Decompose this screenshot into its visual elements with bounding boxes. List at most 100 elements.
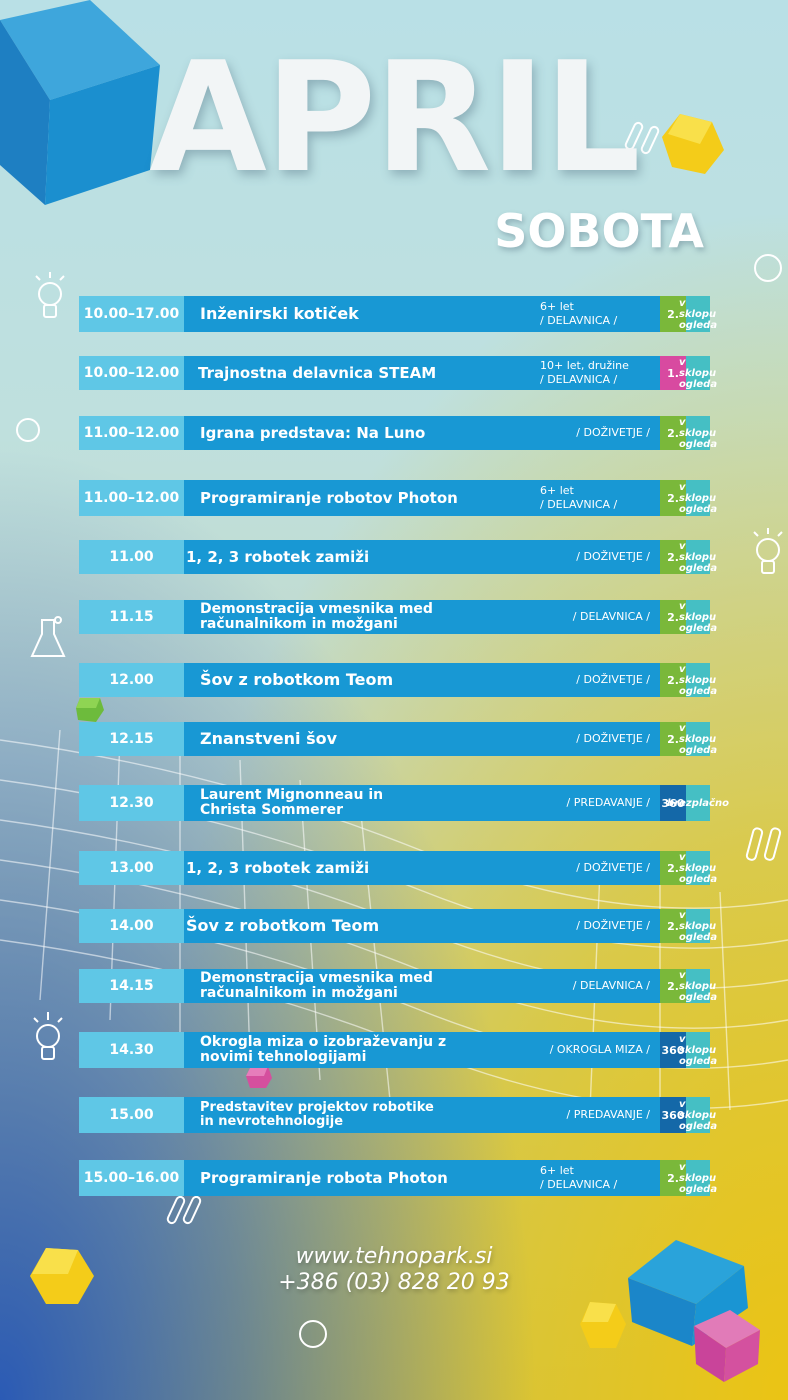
event-time: 11.00 <box>79 540 184 574</box>
floor-badge: 2. <box>660 600 686 634</box>
event-main-block: 1, 2, 3 robotek zamiži / DOŽIVETJE / <box>184 540 660 574</box>
test-tubes-icon <box>745 827 782 861</box>
floor-badge: 2. <box>660 909 686 943</box>
event-price: v sklopu ogleda <box>679 296 717 332</box>
event-price: v sklopu ogleda <box>679 969 717 1003</box>
event-category: / DELAVNICA / <box>540 1178 618 1191</box>
floor-badge: 360 <box>660 1097 686 1133</box>
event-category: / DELAVNICA / <box>540 498 618 511</box>
event-name: Demonstracija vmesnika med računalnikom … <box>200 601 433 632</box>
event-price: v sklopu ogleda <box>679 663 717 697</box>
event-category: / DOŽIVETJE / <box>576 550 650 563</box>
floor-badge: 2. <box>660 540 686 574</box>
event-name: 1, 2, 3 robotek zamiži <box>186 548 370 566</box>
floor-badge: 2. <box>660 722 686 756</box>
pink-cube-decoration <box>694 1310 760 1382</box>
event-age: 6+ let <box>540 300 574 313</box>
event-info: / PREDAVANJE / <box>540 1097 651 1133</box>
event-time: 14.30 <box>79 1032 184 1068</box>
event-info: 6+ let / DELAVNICA / <box>540 480 650 516</box>
light-bulb-icon <box>753 528 783 574</box>
floor-badge: 2. <box>660 969 686 1003</box>
event-name: Trajnostna delavnica STEAM <box>198 364 437 382</box>
event-category: / DELAVNICA / <box>540 314 618 327</box>
event-row: 14.15 Demonstracija vmesnika med računal… <box>79 969 717 1003</box>
event-row: 12.15 Znanstveni šov / DOŽIVETJE / 2. v … <box>79 722 717 756</box>
floor-badge: 1. <box>660 356 686 390</box>
event-category: / PREDAVANJE / <box>566 796 651 809</box>
event-info: / DELAVNICA / <box>540 969 650 1003</box>
month-title: APRIL <box>149 29 641 206</box>
test-tubes-icon <box>624 121 660 155</box>
event-category: / DELAVNICA / <box>572 610 650 623</box>
event-row: 14.00 Šov z robotkom Teom / DOŽIVETJE / … <box>79 909 717 943</box>
event-row: 13.00 1, 2, 3 robotek zamiži / DOŽIVETJE… <box>79 851 717 885</box>
event-time: 12.30 <box>79 785 184 821</box>
event-time: 14.00 <box>79 909 184 943</box>
event-info: / DOŽIVETJE / <box>540 540 650 574</box>
phone-number[interactable]: +386 (03) 828 20 93 <box>278 1270 510 1295</box>
event-row: 14.30 Okrogla miza o izobraževanju z nov… <box>79 1032 717 1068</box>
blue-cube-decoration <box>0 0 160 205</box>
event-name: Znanstveni šov <box>200 729 338 748</box>
event-time: 11.00–12.00 <box>79 480 184 516</box>
event-age: 6+ let <box>540 484 574 497</box>
event-time: 14.15 <box>79 969 184 1003</box>
event-age: 6+ let <box>540 1164 574 1177</box>
event-time: 15.00 <box>79 1097 184 1133</box>
event-main-block: Znanstveni šov / DOŽIVETJE / <box>184 722 660 756</box>
floor-badge: 2. <box>660 296 686 332</box>
event-price: v sklopu ogleda <box>679 851 717 885</box>
flask-icon <box>30 616 66 657</box>
event-price: brezplačno <box>667 785 729 821</box>
event-main-block: Predstavitev projektov robotike in nevro… <box>184 1097 660 1133</box>
event-time: 11.15 <box>79 600 184 634</box>
floor-badge: 2. <box>660 1160 686 1196</box>
event-main-block: Šov z robotkom Teom / DOŽIVETJE / <box>184 909 660 943</box>
event-price: v sklopu ogleda <box>679 480 717 516</box>
event-category: / OKROGLA MIZA / <box>549 1043 650 1056</box>
event-info: / DOŽIVETJE / <box>540 663 650 697</box>
event-main-block: Demonstracija vmesnika med računalnikom … <box>184 600 660 634</box>
floor-badge: 360 <box>660 785 686 821</box>
event-row: 11.15 Demonstracija vmesnika med računal… <box>79 600 717 634</box>
event-info: / DELAVNICA / <box>540 600 650 634</box>
website-link[interactable]: www.tehnopark.si <box>295 1244 493 1269</box>
event-time: 10.00–17.00 <box>79 296 184 332</box>
event-category: / DELAVNICA / <box>572 979 650 992</box>
event-row: 15.00 Predstavitev projektov robotike in… <box>79 1097 717 1133</box>
event-price: v sklopu ogleda <box>679 1097 717 1133</box>
event-time: 10.00–12.00 <box>79 356 184 390</box>
event-info: / OKROGLA MIZA / <box>530 1032 650 1068</box>
circle-decoration <box>754 254 782 282</box>
event-info: / DOŽIVETJE / <box>540 416 650 450</box>
floor-badge: 2. <box>660 663 686 697</box>
light-bulb-icon <box>35 272 65 318</box>
event-time: 12.15 <box>79 722 184 756</box>
floor-badge: 2. <box>660 480 686 516</box>
event-main-block: Trajnostna delavnica STEAM 10+ let, druž… <box>184 356 660 390</box>
event-info: / DOŽIVETJE / <box>540 851 650 885</box>
event-category: / DOŽIVETJE / <box>576 732 650 745</box>
pink-cube-decoration <box>246 1066 272 1088</box>
event-price: v sklopu ogleda <box>679 722 717 756</box>
event-main-block: Laurent Mignonneau in Christa Sommerer /… <box>184 785 660 821</box>
event-row: 11.00–12.00 Igrana predstava: Na Luno / … <box>79 416 717 450</box>
event-price: v sklopu ogleda <box>679 540 717 574</box>
event-row: 15.00–16.00 Programiranje robota Photon … <box>79 1160 717 1196</box>
event-category: / DOŽIVETJE / <box>576 673 650 686</box>
event-category: / PREDAVANJE / <box>566 1108 651 1121</box>
event-category: / DOŽIVETJE / <box>576 861 650 874</box>
event-main-block: Šov z robotkom Teom / DOŽIVETJE / <box>184 663 660 697</box>
event-main-block: Okrogla miza o izobraževanju z novimi te… <box>184 1032 660 1068</box>
event-row: 12.30 Laurent Mignonneau in Christa Somm… <box>79 785 729 821</box>
yellow-cube-decoration <box>662 114 724 174</box>
event-name: Predstavitev projektov robotike in nevro… <box>200 1100 434 1129</box>
event-name: 1, 2, 3 robotek zamiži <box>186 859 370 877</box>
event-price: v sklopu ogleda <box>679 416 717 450</box>
event-name: Programiranje robotov Photon <box>200 489 458 507</box>
event-price: v sklopu ogleda <box>679 1032 717 1068</box>
day-title: SOBOTA <box>494 204 704 258</box>
event-time: 13.00 <box>79 851 184 885</box>
